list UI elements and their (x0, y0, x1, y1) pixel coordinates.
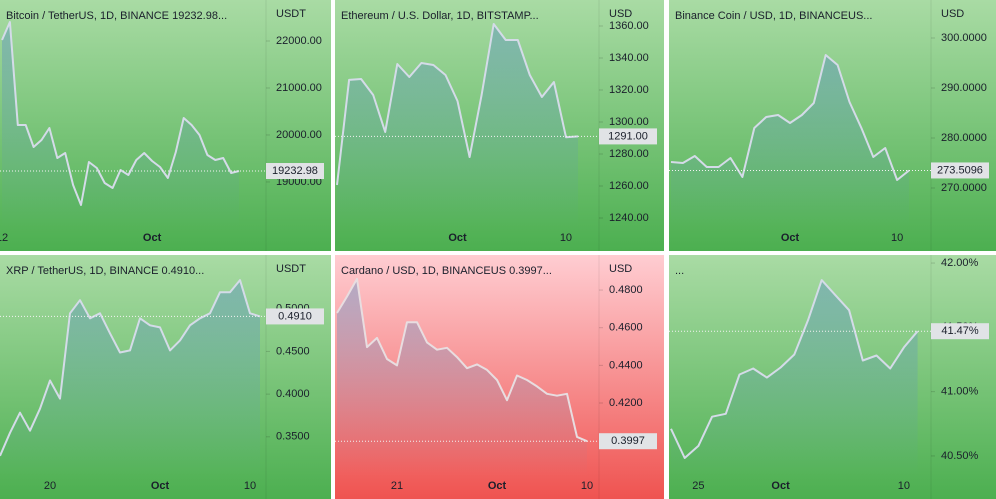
x-tick-label: Oct (488, 480, 507, 492)
chart-panel: USDT0.50000.45000.40000.350020Oct100.491… (0, 255, 331, 499)
last-price-label: 19232.98 (272, 165, 318, 177)
x-tick-label: 25 (692, 480, 704, 492)
last-price-box (931, 162, 989, 179)
axis-unit: USD (609, 263, 632, 275)
x-tick-label: 20 (44, 480, 56, 492)
x-tick-label: 10 (898, 480, 910, 492)
y-tick-label: 20000.00 (276, 129, 322, 141)
y-tick-label: 0.4800 (609, 284, 643, 296)
x-tick-label: Oct (781, 232, 800, 244)
y-tick-label: 1340.00 (609, 52, 649, 64)
y-tick-label: 1240.00 (609, 212, 649, 224)
last-price-box (931, 323, 989, 340)
y-tick-label: 1320.00 (609, 84, 649, 96)
y-tick-label: 1260.00 (609, 180, 649, 192)
last-price-box (266, 308, 324, 325)
y-tick-label: 21000.00 (276, 82, 322, 94)
chart-title: XRP / TetherUS, 1D, BINANCE 0.4910... (6, 265, 204, 277)
y-tick-label: 41.00% (941, 386, 979, 398)
last-price-label: 0.4910 (278, 310, 312, 322)
x-tick-label: Oct (151, 480, 170, 492)
y-tick-label: 1300.00 (609, 116, 649, 128)
price-line (1, 21, 240, 206)
chart-panel: 42.00%41.50%41.00%40.50%25Oct1041.47%... (669, 255, 996, 499)
x-tick-label: Oct (771, 480, 790, 492)
axis-unit: USD (941, 8, 964, 20)
axis-unit: USDT (276, 263, 306, 275)
y-tick-label: 0.4500 (276, 345, 310, 357)
chart-title: Ethereum / U.S. Dollar, 1D, BITSTAMP... (341, 10, 539, 22)
area-fill (337, 278, 587, 476)
last-price-label: 0.3997 (611, 435, 645, 447)
y-tick-label: 0.4400 (609, 359, 643, 371)
y-tick-label: 300.0000 (941, 32, 987, 44)
y-tick-label: 280.0000 (941, 132, 987, 144)
y-tick-label: 0.4000 (276, 388, 310, 400)
chart-panel: USD 300.0000 290.0000 280.0000 270.0000 Oct 10… (669, 0, 996, 251)
y-tick-label: 22000.00 (276, 35, 322, 47)
y-tick-label: 1280.00 (609, 148, 649, 160)
y-tick-label: 1360.00 (609, 20, 649, 32)
price-line (670, 54, 910, 181)
x-tick-label: 12 (0, 232, 8, 244)
last-price-label: 1291.00 (608, 130, 648, 142)
last-price-label: 273.5096 (937, 164, 983, 176)
price-line (336, 23, 579, 186)
area-fill (671, 55, 909, 228)
price-line (670, 279, 919, 459)
chart-title: Bitcoin / TetherUS, 1D, BINANCE 19232.98… (6, 10, 227, 22)
x-tick-label: 10 (244, 480, 256, 492)
area-fill (2, 22, 239, 228)
y-tick-label: 0.4600 (609, 322, 643, 334)
axis-unit: USDT (276, 8, 306, 20)
area-fill (0, 280, 260, 476)
last-price-box (599, 128, 657, 145)
axis-unit: USD (609, 8, 632, 20)
last-price-box (599, 433, 657, 450)
y-tick-label: 0.4200 (609, 397, 643, 409)
x-tick-label: Oct (448, 232, 467, 244)
area-fill (337, 24, 578, 228)
x-tick-label: Oct (143, 232, 162, 244)
y-tick-label: 42.00% (941, 257, 979, 269)
last-price-label: 41.47% (941, 325, 979, 337)
x-tick-label: 10 (581, 480, 593, 492)
price-line (0, 279, 261, 457)
y-tick-label: 0.3500 (276, 431, 310, 443)
chart-panel: USD 0.4800 0.4600 0.4400 0.4200 21 Oct 10 0.3997… (335, 255, 664, 499)
y-tick-label: 40.50% (941, 450, 979, 462)
y-tick-label: 290.0000 (941, 82, 987, 94)
x-tick-label: 21 (391, 480, 403, 492)
chart-panel: USDT22000.0021000.0020000.0019000.0012Oc… (0, 0, 331, 251)
area-fill (671, 280, 918, 476)
chart-title: Binance Coin / USD, 1D, BINANCEUS... (675, 10, 872, 22)
chart-title: Cardano / USD, 1D, BINANCEUS 0.3997... (341, 265, 552, 277)
chart-title: ... (675, 265, 684, 277)
y-tick-label: 270.0000 (941, 182, 987, 194)
x-tick-label: 10 (560, 232, 572, 244)
x-tick-label: 10 (891, 232, 903, 244)
last-price-box (266, 163, 324, 180)
price-line (336, 277, 588, 443)
